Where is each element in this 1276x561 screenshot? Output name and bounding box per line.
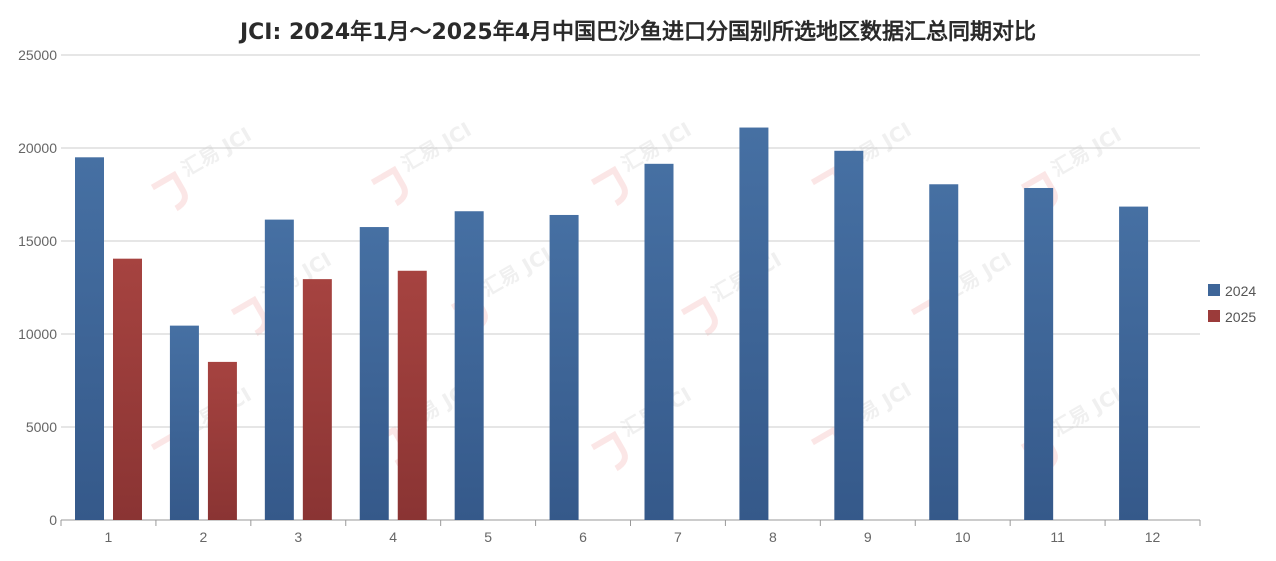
bar-2024-9 [834, 150, 864, 521]
svg-text:汇易 JCI: 汇易 JCI [477, 242, 555, 301]
x-tick-label: 1 [105, 529, 113, 545]
y-tick-label: 20000 [18, 140, 57, 156]
watermark: 汇易 JCI [150, 382, 255, 472]
y-tick-label: 0 [49, 512, 57, 528]
bar-2024-12 [1119, 206, 1149, 520]
legend-swatch-2025 [1208, 310, 1220, 322]
legend-label-2024: 2024 [1225, 283, 1256, 299]
x-tick-label: 8 [769, 529, 777, 545]
watermark-layer: 汇易 JCI 汇易 JCI 汇易 JCI 汇易 JCI 汇易 JCI 汇易 JCI 汇易 J… [150, 117, 1125, 472]
x-tick-label: 10 [955, 529, 971, 545]
y-tick-label: 25000 [18, 47, 57, 63]
bar-2024-3 [264, 219, 294, 521]
watermark: 汇易 JCI [370, 117, 475, 207]
bar-2024-8 [739, 127, 769, 520]
watermark: 汇易 JCI [810, 117, 915, 207]
x-tick-label: 6 [579, 529, 587, 545]
x-tick-label: 5 [484, 529, 492, 545]
y-tick-label: 5000 [26, 419, 57, 435]
bar-2024-4 [359, 227, 389, 521]
watermark: 汇易 JCI [810, 377, 915, 467]
bar-2025-3 [302, 279, 332, 520]
bars-layer [75, 127, 1149, 521]
watermark: 汇易 JCI [910, 247, 1015, 337]
x-tick-label: 9 [864, 529, 872, 545]
bar-2025-4 [397, 270, 427, 520]
svg-text:汇易 JCI: 汇易 JCI [1047, 382, 1125, 441]
chart-title: JCI: 2024年1月～2025年4月中国巴沙鱼进口分国别所选地区数据汇总同期… [239, 20, 1037, 45]
bar-2024-5 [454, 211, 484, 521]
x-tick-label: 12 [1145, 529, 1161, 545]
x-tick-label: 2 [199, 529, 207, 545]
legend-swatch-2024 [1208, 284, 1220, 296]
bar-2025-1 [113, 258, 142, 520]
x-tick-label: 7 [674, 529, 682, 545]
bar-2025-2 [207, 361, 237, 520]
watermark: 汇易 JCI [680, 247, 785, 337]
legend: 2024 2025 [1208, 283, 1256, 325]
x-tick-label: 4 [389, 529, 397, 545]
x-tick-label: 3 [294, 529, 302, 545]
watermark: 汇易 JCI [150, 122, 255, 212]
bar-2024-2 [169, 325, 199, 520]
svg-text:汇易 JCI: 汇易 JCI [1047, 122, 1125, 181]
bar-2024-10 [929, 184, 959, 520]
y-tick-label: 10000 [18, 326, 57, 342]
legend-label-2025: 2025 [1225, 309, 1256, 325]
bar-2024-1 [75, 157, 104, 521]
bar-2024-11 [1024, 187, 1054, 521]
bar-2024-6 [549, 214, 579, 520]
x-tick-label: 11 [1050, 529, 1065, 545]
svg-text:汇易 JCI: 汇易 JCI [397, 117, 475, 176]
bar-2024-7 [644, 163, 674, 520]
svg-text:汇易 JCI: 汇易 JCI [177, 122, 255, 181]
y-tick-label: 15000 [18, 233, 57, 249]
